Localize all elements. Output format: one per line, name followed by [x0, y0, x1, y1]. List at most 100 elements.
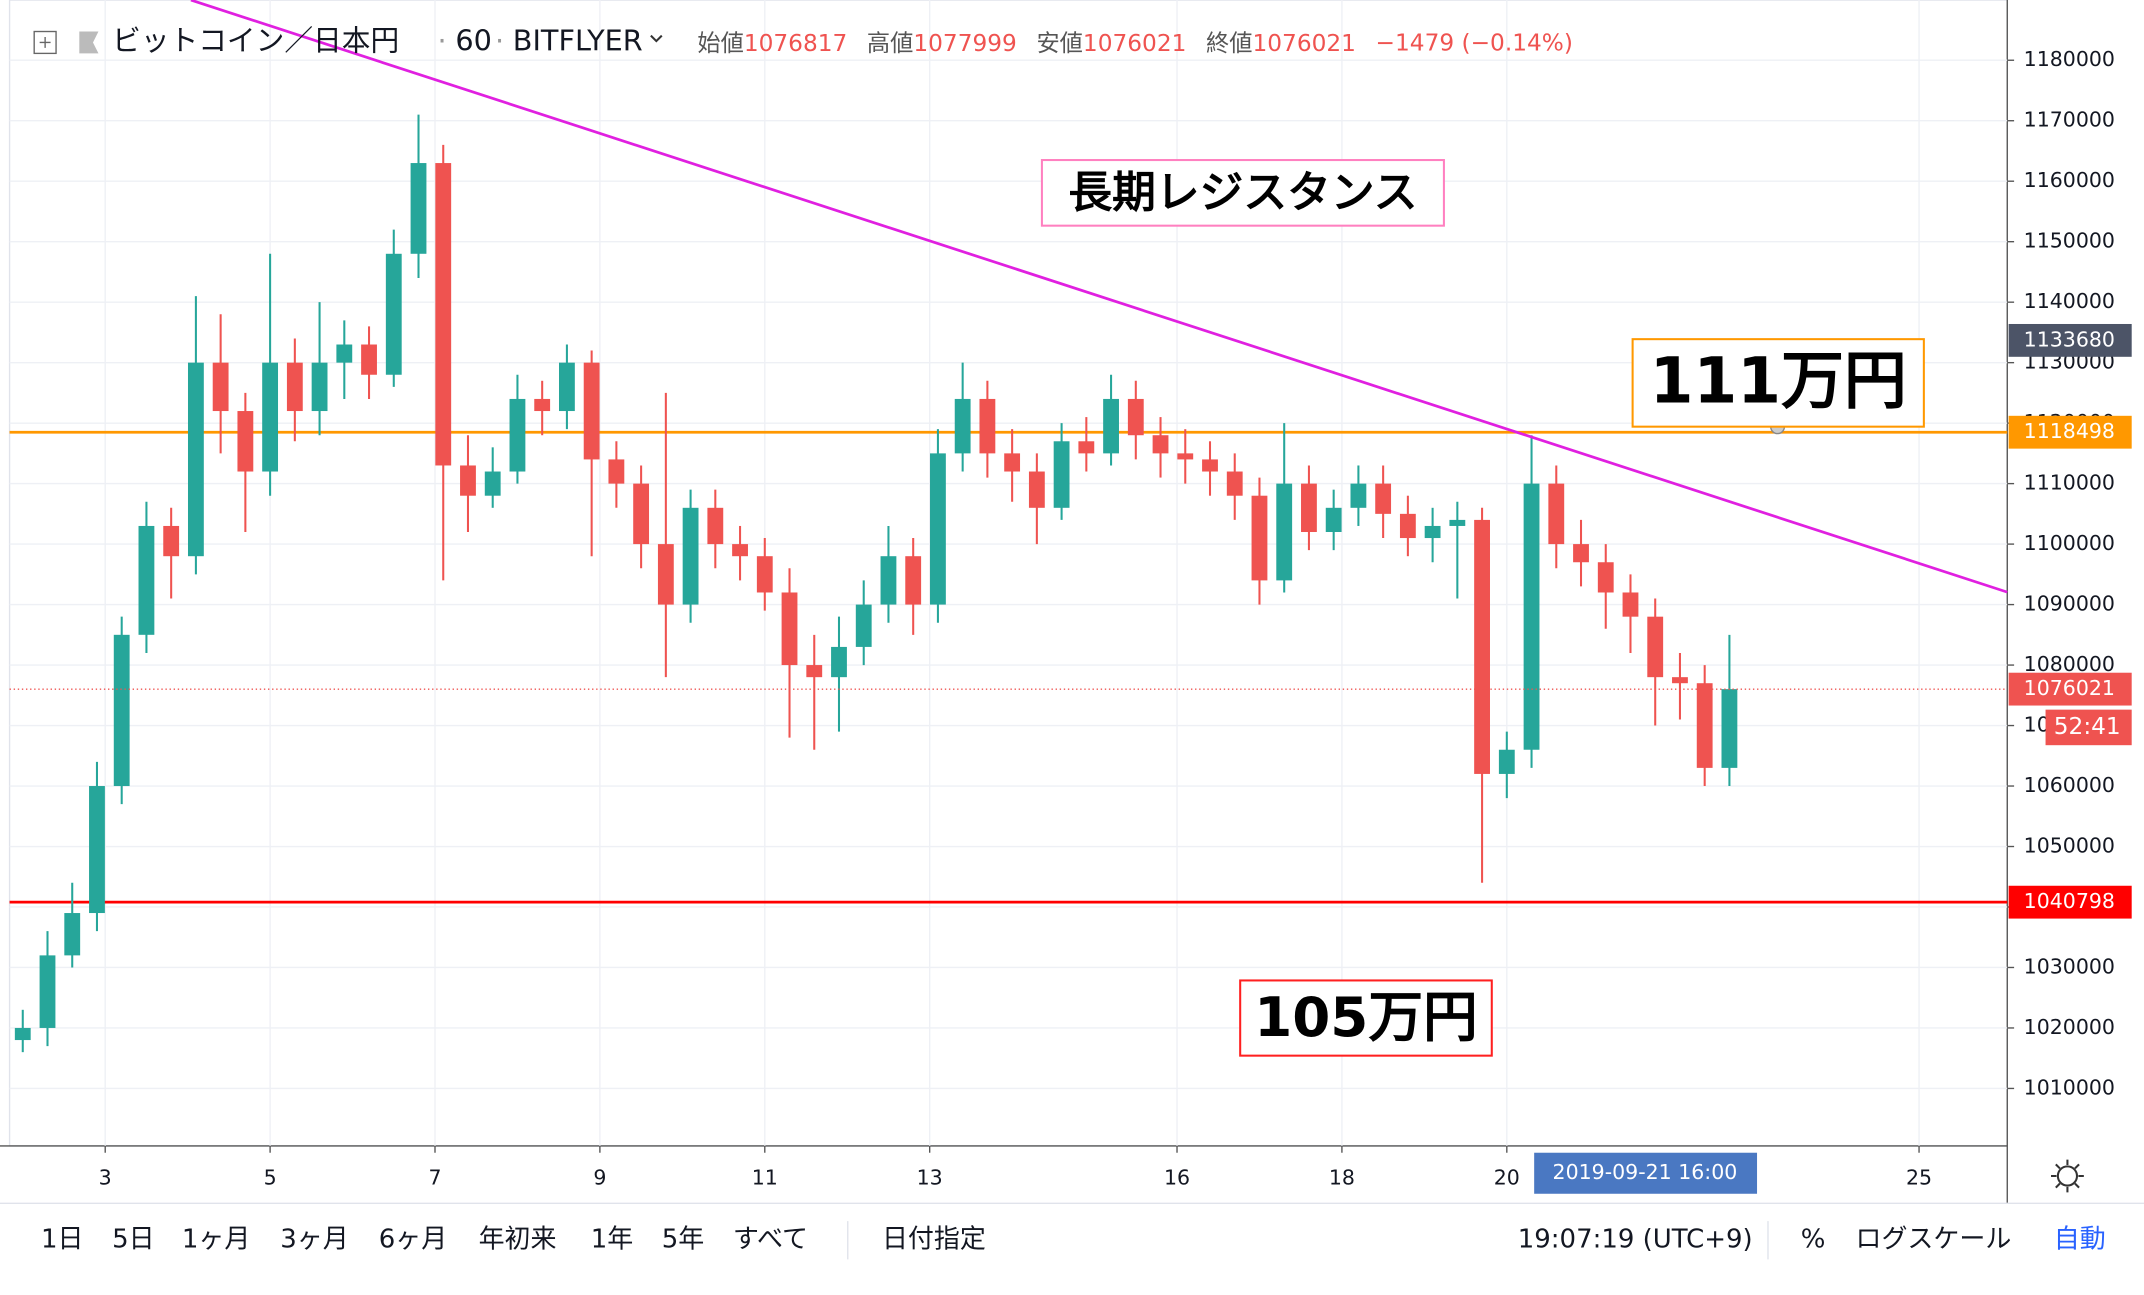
annotation-box: [1040, 159, 1445, 227]
candle-body: [187, 362, 204, 557]
range-button[interactable]: 3ヶ月: [280, 1225, 348, 1255]
level-label-bg: [2008, 885, 2132, 919]
candle-body: [1251, 495, 1268, 581]
candle-body: [608, 459, 625, 484]
candle-body: [64, 913, 81, 956]
ohlc-item: 終値1076021: [1206, 29, 1356, 56]
y-tick-label: 1180000: [2024, 47, 2115, 71]
candle-body: [1004, 453, 1021, 472]
countdown: 52:41: [2054, 713, 2121, 740]
x-tick-label: 9: [593, 1166, 606, 1190]
annotation-text: 105万円: [1254, 985, 1478, 1049]
candle-body: [1622, 592, 1639, 617]
candle-body: [657, 544, 674, 605]
candle-body: [707, 507, 724, 545]
expand-icon-plus: [39, 36, 51, 48]
level-label: 1118498: [2024, 419, 2115, 443]
level-label-bg: [2008, 415, 2132, 449]
symbol: ビットコイン／日本円: [112, 23, 399, 57]
percent-button[interactable]: %: [1801, 1225, 1826, 1255]
ohlc-item: 安値1076021: [1036, 29, 1186, 56]
plot-area: 1010000102000010300001040000105000010600…: [0, 0, 2132, 1204]
candle-body: [880, 556, 897, 605]
candle-body: [534, 398, 551, 412]
range-button[interactable]: 1年: [591, 1225, 634, 1255]
ohlc-item: 高値1077999: [867, 29, 1017, 56]
candle-body: [1375, 483, 1392, 514]
y-tick-label: 1140000: [2024, 289, 2115, 313]
candle-body: [1573, 544, 1589, 563]
annotation-text: 111万円: [1650, 345, 1907, 418]
y-tick-label: 1150000: [2024, 229, 2115, 253]
range-button[interactable]: 5年: [662, 1225, 705, 1255]
expand-icon[interactable]: [33, 30, 57, 55]
candle-body: [1127, 398, 1144, 436]
flag-icon[interactable]: [79, 31, 99, 54]
range-button[interactable]: すべて: [733, 1225, 808, 1255]
x-tick-label: 13: [917, 1166, 943, 1190]
candle-body: [286, 362, 303, 412]
chevron[interactable]: [650, 34, 663, 43]
candle-body: [138, 525, 155, 635]
candle-body: [212, 362, 229, 412]
ohlc-value: 1076021: [1252, 29, 1355, 56]
settings-icon[interactable]: [2056, 1165, 2079, 1187]
candle-body: [1276, 483, 1293, 581]
clock: 19:07:19 (UTC+9): [1518, 1225, 1753, 1255]
candle-body: [262, 362, 279, 472]
candle-body: [1498, 749, 1515, 774]
x-tick-label: 16: [1164, 1166, 1190, 1190]
candle-body: [954, 398, 971, 454]
y-tick-label: 1090000: [2024, 592, 2115, 616]
annotation-box: [1631, 338, 1925, 428]
separator: ·: [438, 23, 447, 57]
exchange: BITFLYER: [513, 23, 643, 57]
last-price-label: 1076021: [2024, 676, 2115, 700]
auto-button[interactable]: 自動: [2054, 1225, 2106, 1255]
log-scale-button[interactable]: ログスケール: [1855, 1225, 2011, 1255]
y-tick-label: 1160000: [2024, 168, 2115, 192]
x-tick-label: 3: [99, 1166, 112, 1190]
range-button[interactable]: 6ヶ月: [379, 1225, 447, 1255]
candle-body: [113, 634, 130, 787]
candle-body: [1474, 519, 1490, 774]
candle-body: [806, 665, 823, 678]
candle-body: [435, 163, 452, 466]
range-button[interactable]: 1日: [41, 1225, 84, 1255]
candle-body: [361, 344, 377, 375]
candle-body: [1399, 513, 1416, 539]
candle-body: [1325, 507, 1342, 533]
candle-body: [385, 253, 402, 375]
candle-body: [1226, 471, 1243, 496]
range-button[interactable]: 1ヶ月: [182, 1225, 250, 1255]
x-tick-label: 20: [1494, 1166, 1520, 1190]
candle-body: [89, 786, 105, 914]
ohlc-item: 始値1076817: [697, 29, 847, 56]
x-tick-label: 7: [428, 1166, 441, 1190]
range-button[interactable]: 5日: [112, 1225, 154, 1255]
price-marker-label-bg: [2008, 323, 2132, 357]
range-button[interactable]: 年初来: [479, 1225, 557, 1255]
candle-body: [39, 955, 56, 1028]
annotation-text: 長期レジスタンス: [1068, 168, 1417, 219]
y-tick-label: 1010000: [2024, 1075, 2115, 1099]
candle-body: [336, 344, 353, 363]
price-marker-label: 1133680: [2024, 327, 2115, 351]
candle-body: [979, 398, 996, 454]
symbol-header[interactable]: ビットコイン／日本円 · 60 · BITFLYER: [112, 23, 643, 57]
date-range-button[interactable]: 日付指定: [882, 1225, 986, 1255]
candle-body: [583, 362, 600, 460]
candle-body: [558, 362, 575, 412]
separator: ·: [495, 23, 504, 57]
candle-body: [1548, 483, 1565, 545]
candle-body: [14, 1027, 31, 1041]
ohlc-label: 高値: [867, 29, 913, 56]
candle-body: [1424, 525, 1441, 539]
candle-body: [163, 525, 180, 557]
candle-body: [1103, 398, 1119, 454]
x-tick-label: 5: [264, 1166, 277, 1190]
last-price-label-bg: [2008, 672, 2132, 706]
candle-body: [1721, 689, 1738, 768]
